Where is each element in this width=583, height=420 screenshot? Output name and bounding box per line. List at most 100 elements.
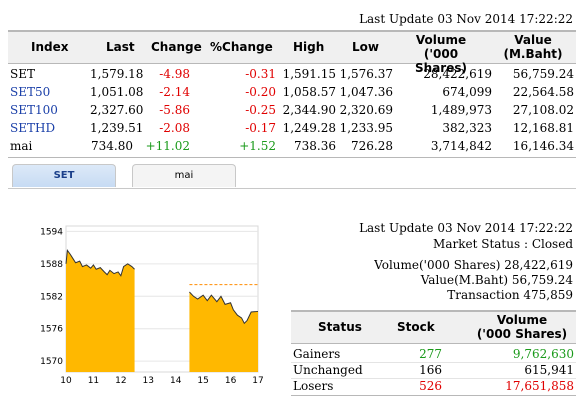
col-header-low: Low (352, 40, 379, 54)
last-update-top: Last Update 03 Nov 2014 17:22:22 (359, 12, 573, 26)
index-row-change: +11.02 (145, 139, 190, 153)
index-row-high: 1,591.15 (282, 67, 336, 81)
index-row-pct: -0.31 (245, 67, 276, 81)
index-row-pct: -0.20 (245, 85, 276, 99)
col-header-last: Last (106, 40, 135, 54)
index-row-value: 56,759.24 (512, 67, 574, 81)
index-row-change: -5.86 (159, 103, 190, 117)
breadth-row-volume: 17,651,858 (505, 379, 574, 393)
index-row-value: 27,108.02 (512, 103, 574, 117)
index-row-pct: +1.52 (239, 139, 276, 153)
index-row-pct: -0.17 (245, 121, 276, 135)
chart-line-session-2 (189, 291, 259, 325)
breadth-row-divider (291, 362, 576, 363)
index-row-change: -2.14 (159, 85, 190, 99)
index-row-high: 1,249.28 (282, 121, 336, 135)
y-tick-label: 1576 (40, 325, 63, 335)
index-row-volume: 382,323 (442, 121, 492, 135)
index-table-header (8, 32, 576, 63)
x-tick-label: 17 (252, 376, 263, 386)
index-row-last: 1,051.08 (90, 85, 144, 99)
table-bottom-rule (8, 157, 576, 158)
col-header-volume-unit: ('000 Shares) (415, 47, 467, 75)
index-row-volume: 674,099 (442, 85, 492, 99)
index-row-high: 738.36 (294, 139, 336, 153)
x-tick-label: 12 (115, 376, 126, 386)
breadth-header-rule (291, 343, 576, 344)
index-row-last: 1,239.51 (90, 121, 144, 135)
index-row-change: -4.98 (159, 67, 190, 81)
breadth-row-status: Unchanged (293, 363, 363, 377)
col-header-change: Change (151, 40, 202, 54)
tab-set[interactable]: SET (12, 164, 116, 187)
chart-area-session-2 (189, 291, 258, 372)
breadth-col-status: Status (318, 320, 362, 334)
breadth-top-rule (291, 310, 576, 312)
index-row-last: 734.80 (91, 139, 133, 153)
chart-line-session-1 (65, 248, 135, 277)
index-row-pct: -0.25 (245, 103, 276, 117)
breadth-row-divider (291, 378, 576, 379)
col-header-value: Value (514, 33, 552, 47)
y-tick-label: 1588 (40, 260, 63, 270)
index-row-low: 1,233.95 (339, 121, 393, 135)
market-value: Value(M.Baht) 56,759.24 (420, 273, 573, 287)
index-row-value: 12,168.81 (512, 121, 574, 135)
market-status: Market Status : Closed (433, 237, 573, 251)
x-tick-label: 16 (225, 376, 237, 386)
x-tick-label: 11 (88, 376, 99, 386)
index-row-index[interactable]: mai (10, 139, 33, 153)
table-header-rule (8, 63, 576, 64)
intraday-chart: 1594 1588 1582 1576 1570 10 11 12 13 14 15 16 17 (40, 225, 264, 386)
col-header-high: High (293, 40, 325, 54)
col-header-volume: Volume (415, 33, 467, 47)
x-tick-label: 14 (170, 376, 182, 386)
index-row-volume: 28,422,619 (423, 67, 492, 81)
breadth-table-header (291, 312, 576, 343)
index-tab-bar: SET mai (8, 164, 576, 189)
index-row-index[interactable]: SET100 (10, 103, 58, 117)
col-header-value-unit: (M.Baht) (503, 47, 563, 61)
breadth-col-stock: Stock (397, 320, 435, 334)
index-row-volume: 3,714,842 (430, 139, 492, 153)
breadth-row-volume: 9,762,630 (512, 347, 574, 361)
index-row-value: 16,146.34 (512, 139, 574, 153)
index-row-low: 2,320.69 (339, 103, 393, 117)
y-tick-label: 1582 (40, 292, 63, 302)
index-row-low: 1,576.37 (339, 67, 393, 81)
breadth-row-stock: 526 (419, 379, 442, 393)
index-row-value: 22,564.58 (512, 85, 574, 99)
tab-mai[interactable]: mai (132, 164, 236, 187)
index-row-change: -2.08 (159, 121, 190, 135)
market-volume: Volume('000 Shares) 28,422,619 (374, 258, 573, 272)
index-row-low: 1,047.36 (339, 85, 393, 99)
chart-area-session-1 (66, 250, 135, 372)
breadth-col-volume: Volume (496, 313, 548, 327)
index-row-high: 2,344.90 (282, 103, 336, 117)
breadth-row-volume: 615,941 (524, 363, 574, 377)
y-tick-label: 1594 (40, 227, 63, 237)
breadth-bottom-rule (291, 395, 576, 396)
index-row-volume: 1,489,973 (430, 103, 492, 117)
market-transaction: Transaction 475,859 (447, 288, 573, 302)
x-tick-label: 13 (143, 376, 154, 386)
last-update-market: Last Update 03 Nov 2014 17:22:22 (359, 221, 573, 235)
index-row-last: 1,579.18 (90, 67, 144, 81)
index-row-high: 1,058.57 (282, 85, 336, 99)
y-tick-label: 1570 (40, 357, 63, 367)
index-row-index[interactable]: SET50 (10, 85, 51, 99)
table-top-rule (8, 30, 576, 32)
index-row-last: 2,327.60 (90, 103, 144, 117)
breadth-row-status: Losers (293, 379, 334, 393)
breadth-row-stock: 166 (419, 363, 442, 377)
breadth-row-stock: 277 (419, 347, 442, 361)
x-tick-label: 15 (197, 376, 208, 386)
index-row-low: 726.28 (351, 139, 393, 153)
x-tick-label: 10 (60, 376, 72, 386)
breadth-row-status: Gainers (293, 347, 341, 361)
col-header-pct: %Change (210, 40, 273, 54)
index-row-index[interactable]: SETHD (10, 121, 56, 135)
col-header-index: Index (31, 40, 69, 54)
index-row-index[interactable]: SET (10, 67, 35, 81)
breadth-col-volume-unit: ('000 Shares) (476, 327, 568, 341)
